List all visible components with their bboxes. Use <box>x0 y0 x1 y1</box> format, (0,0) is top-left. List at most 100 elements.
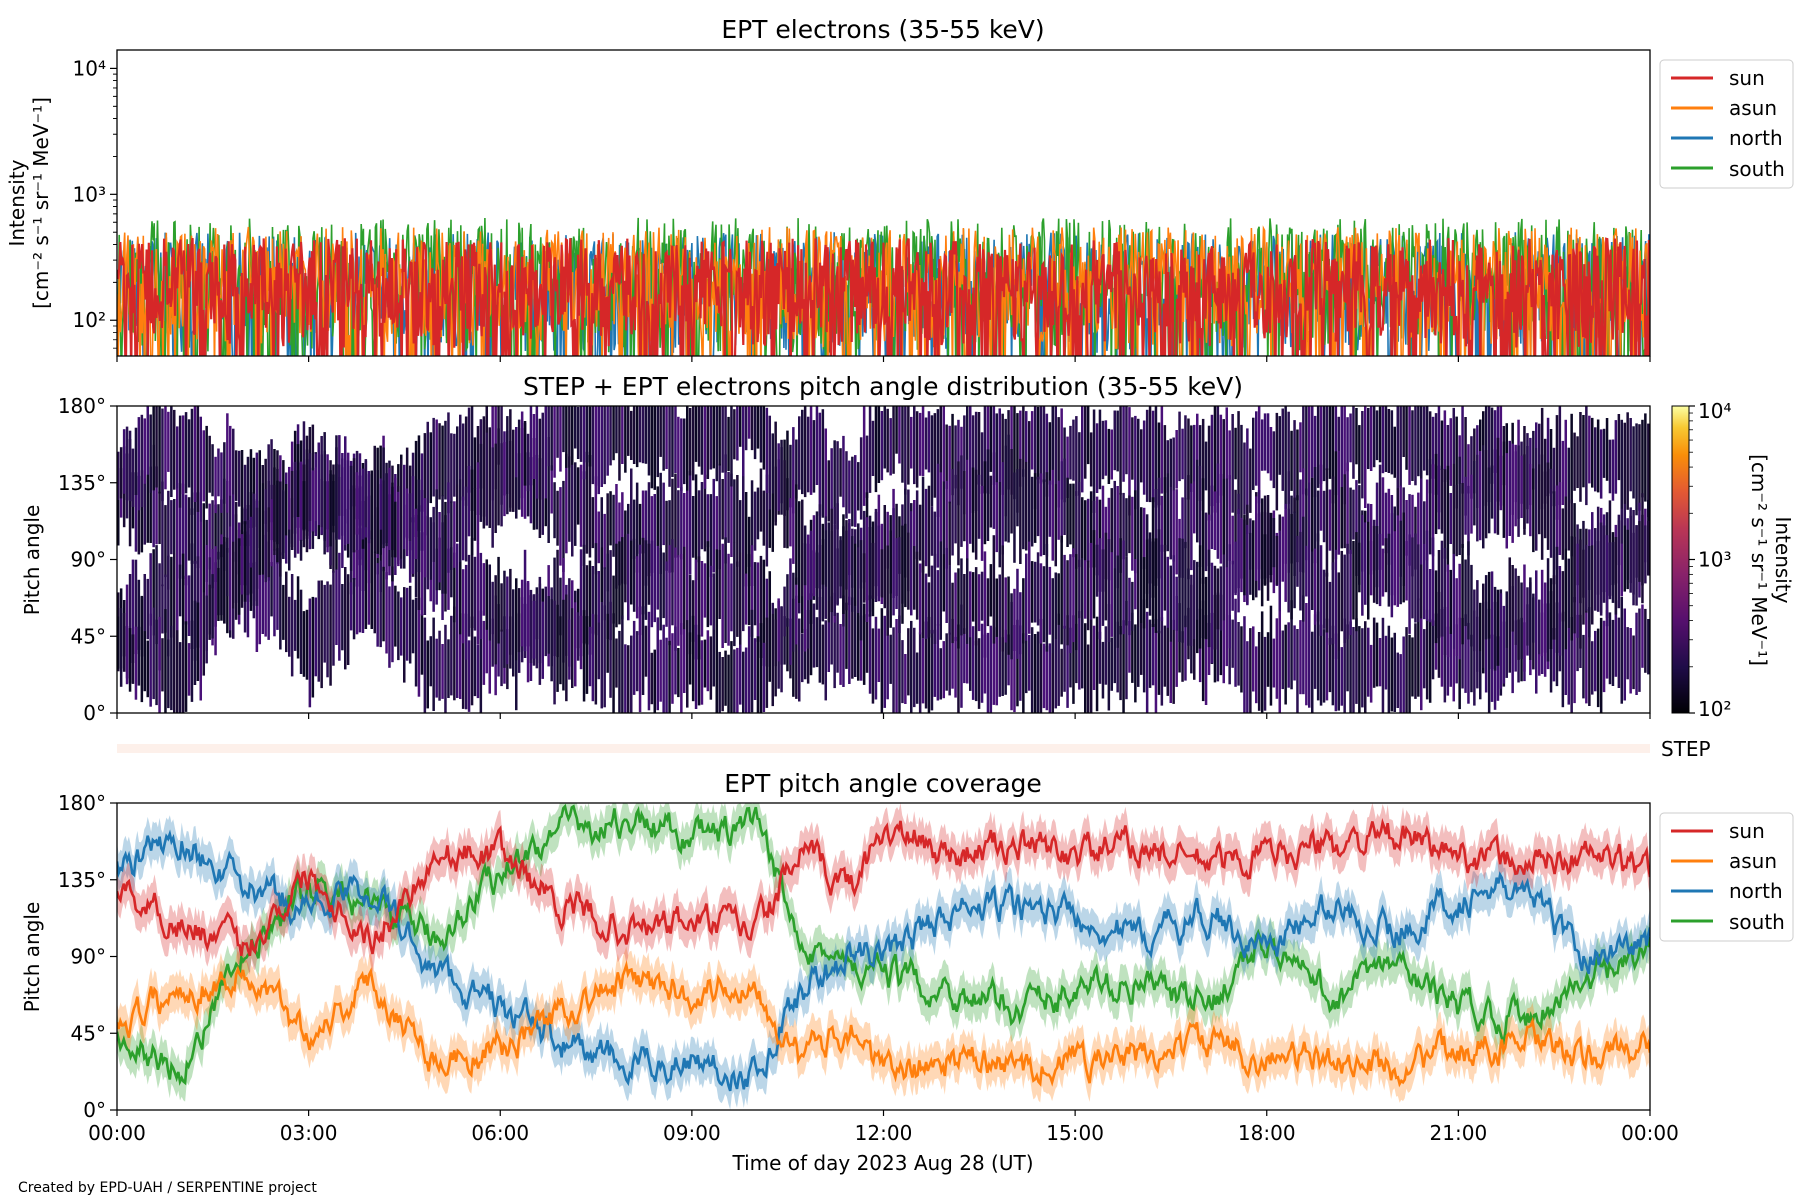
pad-heat-cell <box>1048 422 1052 485</box>
pad-heat-cell <box>1411 537 1414 619</box>
pad-heat-cell <box>927 616 931 713</box>
pad-heat-cell <box>1260 419 1264 471</box>
pad-heat-cell <box>562 480 565 572</box>
pad-heat-cell <box>1632 532 1635 595</box>
pad-heat-cell <box>193 406 197 502</box>
pad-heat-cell <box>694 406 698 462</box>
pad-heat-cell <box>1449 569 1453 634</box>
pad-heat-cell <box>1493 410 1497 473</box>
pad-heat-cell <box>724 650 727 706</box>
pad-heat-cell <box>771 433 775 494</box>
pad-heat-cell <box>1455 485 1458 557</box>
pad-heat-cell <box>615 406 618 454</box>
pad-heat-cell <box>851 456 854 527</box>
pad-heat-cell <box>288 596 291 657</box>
pad-heat-cell <box>966 558 969 644</box>
pad-heat-cell <box>641 490 645 554</box>
coverage-band-north <box>117 815 1650 1110</box>
pad-heat-cell <box>1098 631 1102 684</box>
pad-heat-cell <box>1154 406 1158 508</box>
pad-heat-cell <box>859 540 863 641</box>
pad-heat-cell <box>1272 518 1276 568</box>
pad-heat-cell <box>1305 406 1308 496</box>
pad-heat-cell <box>600 406 604 487</box>
pad-heat-cell <box>1343 618 1346 713</box>
pad-heat-cell <box>1558 566 1562 656</box>
pad-heat-cell <box>777 598 780 662</box>
pad-heat-cell <box>187 575 191 636</box>
pad-heat-cell <box>1316 611 1320 701</box>
pad-heat-cell <box>146 640 150 698</box>
pad-heat-cell <box>862 553 866 603</box>
pad-heat-cell <box>1204 615 1208 705</box>
pad-heat-cell <box>1145 539 1149 609</box>
pad-heat-cell <box>1166 440 1170 492</box>
pad-heat-cell <box>137 579 141 650</box>
pad-heat-cell <box>323 432 326 540</box>
pad-heat-cell <box>1184 541 1187 628</box>
pad-heat-cell <box>709 636 713 700</box>
pad-heat-cell <box>1019 625 1022 701</box>
pad-heat-cell <box>821 624 825 685</box>
pad-heat-cell <box>830 448 833 531</box>
pad-heat-cell <box>1423 406 1426 471</box>
intensity-panel-title: EPT electrons (35-55 keV) <box>721 15 1044 44</box>
pad-heat-cell <box>1163 625 1167 687</box>
pad-heat-cell <box>338 464 341 516</box>
pad-heat-cell <box>942 641 946 699</box>
pad-heat-cell <box>1255 496 1258 581</box>
pad-heat-cell <box>1290 430 1293 491</box>
pad-heat-cell <box>1508 557 1512 663</box>
pad-heat-cell <box>1364 621 1367 713</box>
pad-heat-cell <box>246 456 250 547</box>
pad-heat-cell <box>414 597 418 687</box>
pad-heat-cell <box>550 465 553 514</box>
pad-heat-cell <box>668 500 671 573</box>
pad-heat-cell <box>1078 481 1081 568</box>
pad-heat-cell <box>302 611 306 677</box>
pad-heat-cell <box>1210 562 1214 664</box>
coverage-series-sun <box>117 818 1650 957</box>
pad-heat-cell <box>1293 625 1296 681</box>
pad-heat-cell <box>568 456 571 542</box>
pad-heat-cell <box>1482 583 1485 668</box>
pad-heat-cell <box>173 635 176 713</box>
pad-heat-cell <box>1605 418 1609 481</box>
pad-heat-cell <box>1635 423 1638 516</box>
pad-heat-cell <box>461 569 465 644</box>
pad-heat-cell <box>456 484 459 542</box>
pad-heat-cell <box>1284 624 1287 705</box>
pad-heat-cell <box>1252 530 1255 601</box>
pad-heat-cell <box>1325 468 1329 577</box>
pad-heat-cell <box>1113 410 1117 471</box>
pad-heat-cell <box>1219 414 1223 496</box>
pad-heat-cell <box>715 406 719 482</box>
pad-heat-cell <box>488 564 492 641</box>
pad-heat-cell <box>1210 414 1214 507</box>
pad-heat-cell <box>1255 411 1258 486</box>
pad-heat-cell <box>405 587 409 661</box>
pad-heat-cell <box>653 544 657 623</box>
pad-heat-cell <box>553 482 556 539</box>
pad-heat-cell <box>1375 622 1379 687</box>
pad-heat-cell <box>1169 565 1173 642</box>
pad-heat-cell <box>1207 425 1211 521</box>
pad-heat-cell <box>954 425 957 489</box>
pad-heat-cell <box>438 512 441 583</box>
pad-heat-cell <box>1641 514 1644 604</box>
pad-heat-cell <box>476 462 480 544</box>
pad-heat-cell <box>1095 423 1099 493</box>
pad-heat-cell <box>789 498 792 547</box>
pad-heat-cell <box>579 406 583 462</box>
pad-heat-cell <box>541 412 545 491</box>
pad-heat-cell <box>373 552 377 634</box>
pad-heat-cell <box>638 544 642 636</box>
pad-heat-cell <box>1169 438 1173 492</box>
pad-heat-cell <box>1458 456 1461 555</box>
pad-heat-cell <box>1629 507 1632 593</box>
pad-heat-cell <box>1484 450 1488 539</box>
pad-heat-cell <box>125 626 129 679</box>
pad-heat-cell <box>718 651 721 713</box>
pad-heat-cell <box>423 433 427 536</box>
pad-heat-cell <box>686 406 689 491</box>
